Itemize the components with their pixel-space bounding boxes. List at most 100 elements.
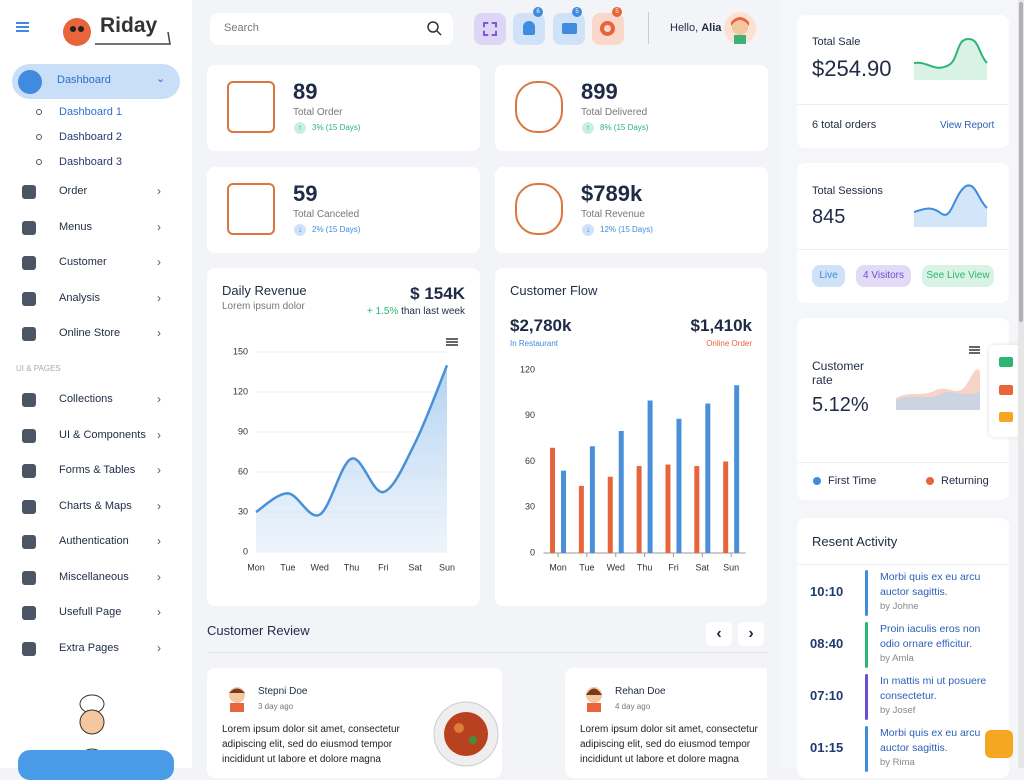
y-tick-label: 150 — [233, 346, 248, 356]
sparkline — [914, 184, 988, 227]
submenu-dot — [36, 134, 42, 140]
bar — [723, 461, 729, 553]
badge: 5 — [572, 7, 582, 17]
chevron: ⌄ — [156, 73, 166, 85]
greeting-text: Hello, — [670, 22, 699, 34]
bar — [665, 464, 671, 553]
menu-icon — [22, 256, 36, 270]
card-value: $254.90 — [812, 56, 892, 81]
chevron: › — [157, 569, 161, 584]
menu-item[interactable]: Analysis — [59, 291, 100, 304]
divider — [207, 652, 767, 653]
toolbar-icon[interactable] — [999, 385, 1013, 395]
pill[interactable]: See Live View — [922, 265, 994, 287]
review-text: Lorem ipsum dolor sit amet, consectetur … — [222, 724, 400, 765]
sidebar-button[interactable] — [18, 750, 174, 780]
chart-subtitle: Lorem ipsum dolor — [222, 301, 305, 312]
search-box[interactable] — [210, 13, 453, 45]
submenu-item[interactable]: Dashboard 2 — [59, 131, 122, 143]
y-tick-label: 30 — [525, 502, 535, 512]
y-tick-label: 90 — [238, 426, 248, 436]
user-name: Alia — [701, 22, 722, 34]
stat-label: Total Revenue — [581, 209, 645, 220]
chevron: › — [157, 290, 161, 305]
bar — [647, 400, 653, 553]
orders-count: 6 total orders — [812, 119, 877, 131]
submenu-item[interactable]: Dashboard 3 — [59, 156, 122, 168]
menu-icon — [22, 535, 36, 549]
activity-by: by Johne — [880, 601, 919, 612]
activity-bar — [865, 622, 868, 668]
card-title: Resent Activity — [812, 534, 898, 549]
search-icon[interactable] — [426, 20, 442, 36]
stat-value: 59 — [293, 181, 318, 206]
menu-item[interactable]: Charts & Maps — [59, 499, 132, 512]
menu-icon — [22, 220, 36, 235]
chevron: › — [157, 498, 161, 513]
next-button[interactable]: › — [738, 622, 764, 646]
submenu-item[interactable]: Dashboard 1 — [59, 106, 122, 118]
gear-icon — [600, 21, 615, 36]
avatar[interactable] — [724, 12, 756, 44]
menu-toggle[interactable] — [16, 22, 29, 24]
card-value: 845 — [812, 206, 846, 228]
sidebar: Riday Dashboard ⌄ UI & PAGES Dashboard 1… — [0, 0, 192, 780]
review-card — [565, 668, 767, 778]
x-tick-label: Thu — [344, 562, 360, 572]
stat-label: Total Canceled — [293, 209, 360, 220]
menu-icon — [22, 291, 36, 306]
menu-item[interactable]: Forms & Tables — [59, 464, 136, 476]
menu-icon — [22, 570, 36, 585]
bar — [550, 447, 556, 553]
chat-button[interactable] — [985, 730, 1013, 758]
menu-icon — [22, 428, 36, 443]
menu-icon — [22, 499, 36, 514]
view-report-link[interactable]: View Report — [940, 120, 995, 131]
menu-item[interactable]: Usefull Page — [59, 606, 122, 618]
bar — [676, 418, 682, 553]
review-time: 3 day ago — [258, 702, 294, 711]
fullscreen-button[interactable] — [474, 13, 506, 45]
pill[interactable]: Live — [812, 265, 845, 287]
x-tick-label: Mon — [247, 562, 265, 572]
menu-item[interactable]: Menus — [59, 220, 93, 233]
stat-label: Total Delivered — [581, 107, 648, 118]
activity-time: 01:15 — [810, 740, 844, 755]
pill[interactable]: 4 Visitors — [856, 265, 911, 287]
scrollbar-thumb[interactable] — [1019, 2, 1023, 322]
stat-icon — [227, 183, 275, 235]
menu-label[interactable]: Dashboard — [57, 74, 111, 86]
stat-icon — [227, 81, 275, 133]
stat-card — [495, 65, 768, 151]
prev-button[interactable]: ‹ — [706, 622, 732, 646]
activity-text: Morbi quis ex eu arcu auctor sagittis. — [880, 571, 981, 598]
menu-icon — [22, 464, 36, 478]
line-chart: 0 30 60 90 120 150 Mon Tue Wed Thu Fri Sat Sun — [233, 346, 455, 572]
review-text: Lorem ipsum dolor sit amet, consectetur … — [580, 724, 758, 765]
reviewer-avatar — [586, 687, 602, 712]
menu-item[interactable]: Extra Pages — [59, 641, 119, 654]
logo — [63, 18, 171, 46]
menu-item[interactable]: Online Store — [59, 327, 121, 339]
chart-menu[interactable] — [446, 338, 458, 340]
chevron: › — [157, 392, 161, 406]
menu-item[interactable]: Customer — [59, 256, 107, 268]
menu-item[interactable]: Miscellaneous — [59, 570, 129, 583]
bar — [636, 466, 642, 553]
menu-icon — [22, 606, 36, 620]
y-tick-label: 0 — [530, 547, 535, 557]
menu-item[interactable]: Authentication — [59, 535, 129, 547]
menu-item[interactable]: Collections — [59, 393, 113, 405]
x-tick-label: Sun — [723, 562, 739, 572]
submenu-dot — [36, 109, 42, 115]
menu-item[interactable]: UI & Components — [59, 428, 146, 441]
area-sparkline — [896, 369, 980, 410]
chevron: › — [157, 534, 161, 548]
chart-menu[interactable] — [969, 346, 980, 348]
toolbar-icon[interactable] — [999, 357, 1013, 367]
menu-item[interactable]: Order — [59, 185, 88, 197]
brand: Riday — [100, 14, 158, 37]
chevron: › — [157, 184, 161, 198]
toolbar-icon[interactable] — [999, 412, 1013, 422]
